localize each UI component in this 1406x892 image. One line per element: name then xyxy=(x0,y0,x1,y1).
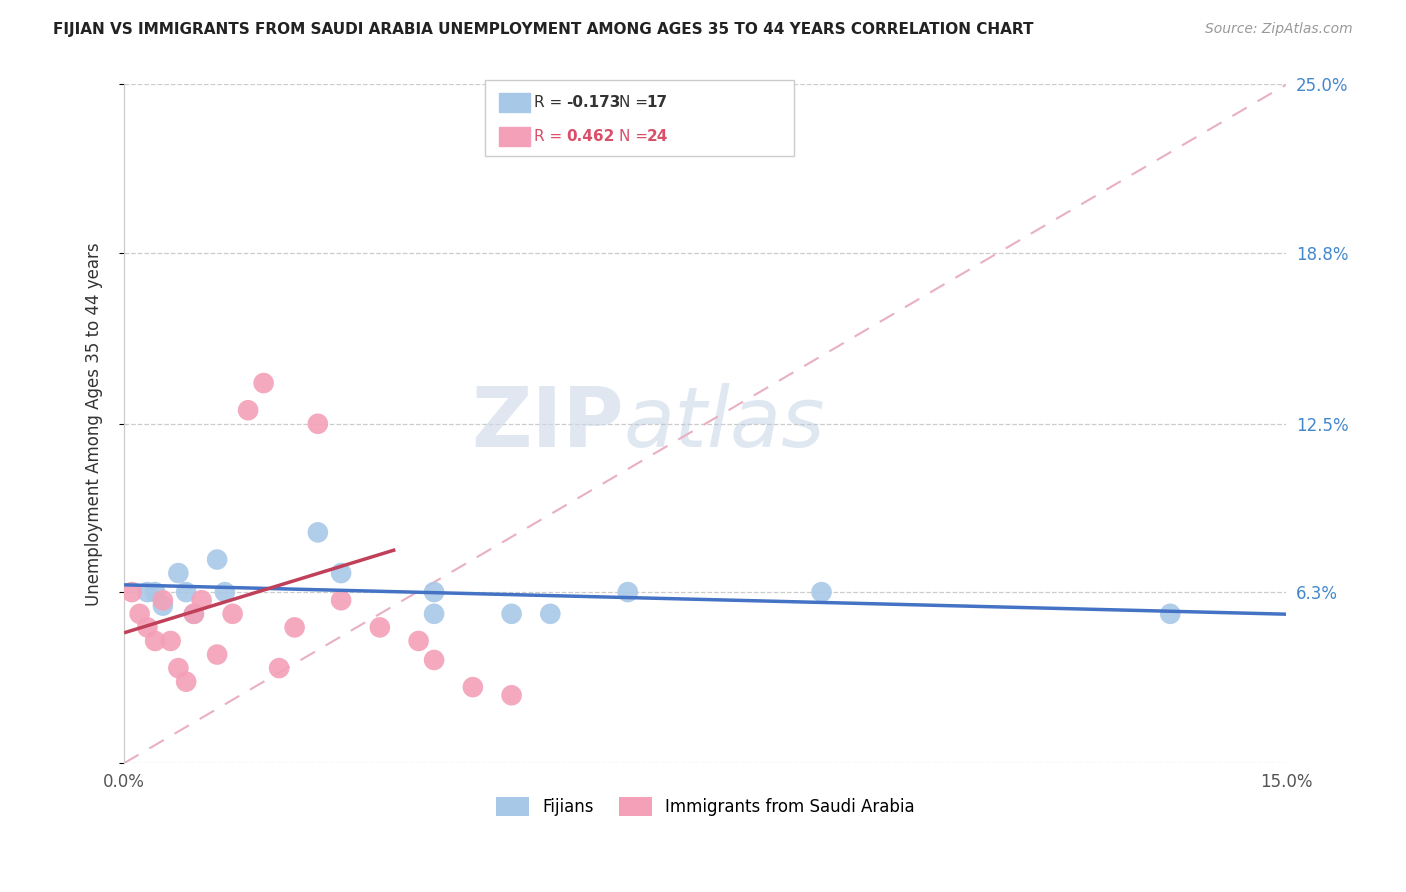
Point xyxy=(205,648,228,662)
Point xyxy=(174,674,197,689)
Text: N =: N = xyxy=(619,95,652,110)
Point xyxy=(136,620,159,634)
Point xyxy=(183,607,205,621)
Text: R =: R = xyxy=(534,129,568,144)
Point xyxy=(423,585,446,599)
Point xyxy=(284,620,307,634)
Point xyxy=(330,593,353,607)
Point xyxy=(330,566,353,580)
Point xyxy=(307,525,329,540)
Point xyxy=(501,688,523,702)
Point xyxy=(538,91,561,105)
Point xyxy=(167,566,190,580)
Legend: Fijians, Immigrants from Saudi Arabia: Fijians, Immigrants from Saudi Arabia xyxy=(489,790,922,822)
Text: 17: 17 xyxy=(647,95,668,110)
Point xyxy=(190,593,212,607)
Text: 24: 24 xyxy=(647,129,668,144)
Text: -0.173: -0.173 xyxy=(567,95,621,110)
Point xyxy=(1159,607,1181,621)
Point xyxy=(159,634,181,648)
Point xyxy=(205,552,228,566)
Text: atlas: atlas xyxy=(624,384,825,464)
Point xyxy=(143,634,166,648)
Point xyxy=(617,585,640,599)
Point xyxy=(121,585,143,599)
Point xyxy=(183,607,205,621)
Point xyxy=(423,653,446,667)
Point xyxy=(152,599,174,613)
Point xyxy=(136,585,159,599)
Point xyxy=(214,585,236,599)
Point xyxy=(408,634,430,648)
Point xyxy=(128,607,150,621)
Text: Source: ZipAtlas.com: Source: ZipAtlas.com xyxy=(1205,22,1353,37)
Point xyxy=(423,607,446,621)
Point xyxy=(368,620,391,634)
Point xyxy=(174,585,197,599)
Point xyxy=(236,403,259,417)
Point xyxy=(538,607,561,621)
Text: FIJIAN VS IMMIGRANTS FROM SAUDI ARABIA UNEMPLOYMENT AMONG AGES 35 TO 44 YEARS CO: FIJIAN VS IMMIGRANTS FROM SAUDI ARABIA U… xyxy=(53,22,1033,37)
Text: R =: R = xyxy=(534,95,568,110)
Point xyxy=(461,680,484,694)
Y-axis label: Unemployment Among Ages 35 to 44 years: Unemployment Among Ages 35 to 44 years xyxy=(86,242,103,606)
Text: ZIP: ZIP xyxy=(471,384,624,464)
Point xyxy=(810,585,832,599)
Point xyxy=(167,661,190,675)
Point xyxy=(221,607,243,621)
Point xyxy=(152,593,174,607)
Point xyxy=(501,607,523,621)
Point xyxy=(252,376,274,390)
Text: N =: N = xyxy=(619,129,652,144)
Point xyxy=(269,661,291,675)
Point xyxy=(143,585,166,599)
Text: 0.462: 0.462 xyxy=(567,129,614,144)
Point xyxy=(307,417,329,431)
